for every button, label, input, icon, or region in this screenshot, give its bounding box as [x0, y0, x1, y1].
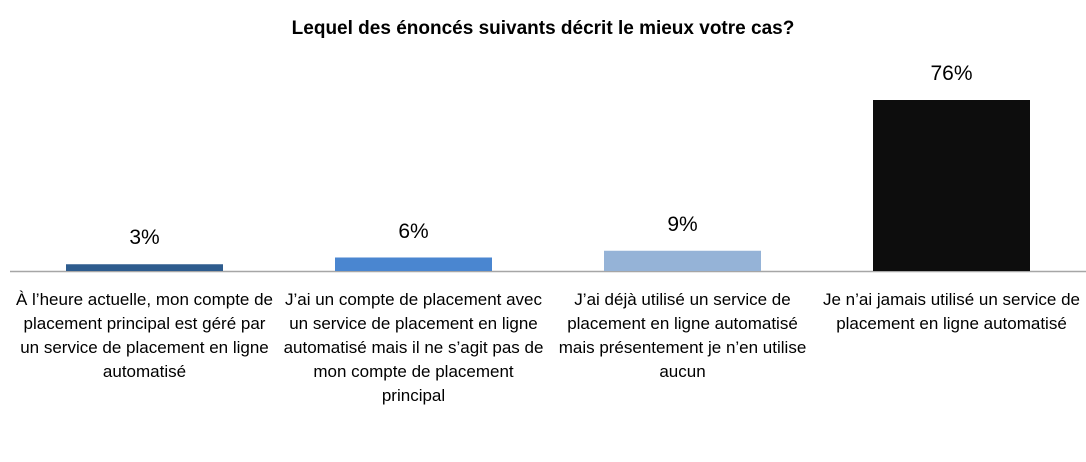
- bar: [335, 257, 492, 271]
- x-tick-label: Je n’ai jamais utilisé un service de pla…: [822, 290, 1080, 333]
- bar: [604, 250, 761, 271]
- value-label: 9%: [667, 212, 698, 236]
- chart-title: Lequel des énoncés suivants décrit le mi…: [291, 18, 795, 39]
- x-tick-label: J’ai déjà utilisé un service de placemen…: [558, 290, 807, 381]
- bar: [873, 100, 1030, 271]
- value-label: 76%: [930, 62, 973, 85]
- bar: [66, 264, 223, 271]
- value-label: 6%: [398, 219, 429, 243]
- value-label: 3%: [129, 226, 160, 250]
- x-tick-label: J’ai un compte de placement avec un serv…: [283, 290, 544, 405]
- x-tick-label: À l’heure actuelle, mon compte de placem…: [15, 290, 274, 381]
